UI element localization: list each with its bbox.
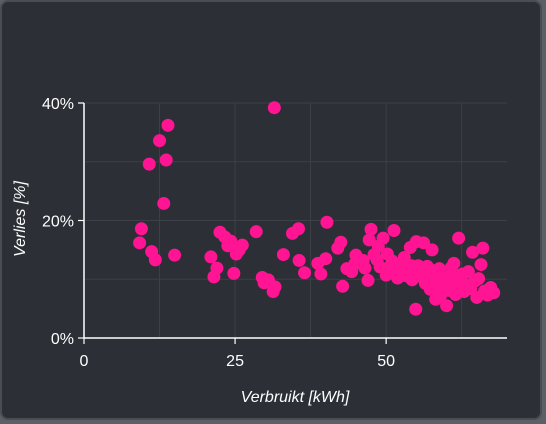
data-point: [472, 272, 486, 286]
data-point: [391, 271, 405, 285]
x-tick-label: 50: [377, 353, 395, 370]
data-point: [371, 239, 385, 253]
data-point: [474, 258, 488, 272]
data-point: [444, 261, 458, 274]
tick-labels: 0 25 50 0% 20% 40%: [42, 96, 395, 370]
data-point: [249, 225, 263, 239]
y-tick-label: 40%: [42, 96, 74, 113]
data-point: [452, 231, 466, 245]
y-tick-label: 0%: [51, 331, 74, 348]
y-tick-label: 20%: [42, 214, 74, 231]
data-point: [433, 285, 447, 299]
data-point: [362, 233, 376, 247]
data-point: [153, 134, 167, 148]
data-point: [336, 279, 350, 293]
data-point: [267, 101, 281, 115]
data-point: [159, 153, 173, 167]
data-point: [476, 241, 490, 255]
data-point: [292, 253, 306, 267]
data-point: [134, 222, 148, 236]
data-point: [142, 157, 156, 171]
data-point: [133, 236, 147, 250]
data-point: [148, 253, 162, 267]
data-point: [298, 266, 312, 280]
data-point: [409, 302, 423, 316]
data-point: [168, 248, 182, 262]
scatter-chart: 0 25 50 0% 20% 40% Verbruikt [kWh] Verlies [%…: [12, 96, 507, 406]
data-point: [319, 252, 333, 266]
data-point: [266, 285, 280, 299]
data-point: [314, 267, 328, 281]
data-point: [364, 222, 378, 236]
data-point: [487, 286, 501, 300]
data-point: [361, 273, 375, 287]
data-point: [405, 259, 419, 273]
data-point: [334, 235, 348, 249]
data-points: [133, 101, 501, 316]
data-point: [276, 248, 290, 262]
y-axis-title: Verlies [%]: [12, 181, 29, 257]
data-point: [292, 222, 306, 236]
data-point: [157, 196, 171, 210]
data-point: [466, 245, 480, 259]
data-point: [387, 223, 401, 237]
data-point: [440, 299, 454, 313]
data-point: [204, 250, 218, 264]
data-point: [210, 261, 224, 275]
x-axis-title: Verbruikt [kWh]: [241, 389, 350, 406]
data-point: [235, 238, 249, 252]
data-point: [356, 253, 370, 267]
data-point: [320, 215, 334, 229]
data-point: [425, 243, 439, 257]
x-tick-label: 0: [80, 353, 89, 370]
axes: [78, 102, 507, 344]
data-point: [227, 266, 241, 280]
x-tick-label: 25: [226, 353, 244, 370]
data-point: [224, 234, 238, 248]
data-point: [424, 263, 438, 277]
data-point: [161, 118, 175, 132]
data-point: [454, 271, 468, 285]
